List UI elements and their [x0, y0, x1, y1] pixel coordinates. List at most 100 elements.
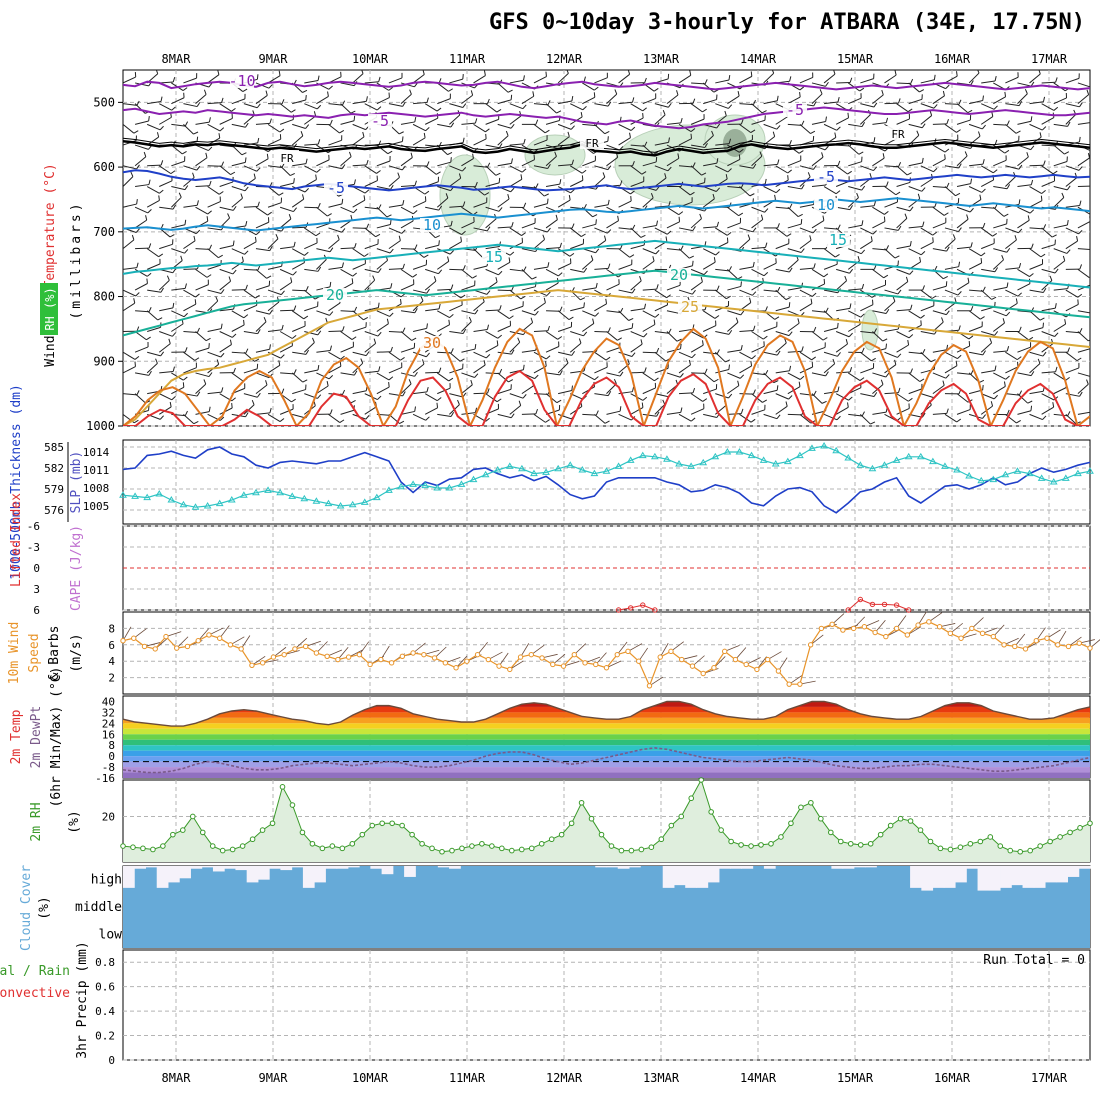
wind-barb-flag	[692, 387, 696, 394]
wind-barb-flag	[547, 262, 550, 268]
wind-barb	[1065, 413, 1077, 425]
wind-barb	[267, 329, 283, 332]
wind-barb	[980, 116, 994, 125]
wind-barb-flag	[716, 285, 720, 291]
wind-barb	[291, 310, 304, 320]
wind-barb	[485, 182, 500, 187]
wind-barb	[521, 349, 536, 353]
wind-speed-point	[345, 654, 352, 660]
wind-barb-flag	[845, 339, 848, 345]
wind-barb	[123, 267, 137, 270]
wind-barb	[364, 206, 379, 210]
wind-barb-flag	[933, 104, 938, 109]
wind-barb	[400, 121, 415, 125]
wind-barb-flag	[832, 358, 836, 364]
wind-barb	[388, 176, 400, 187]
temp-band	[123, 723, 1090, 729]
wind-speed-point	[367, 661, 373, 668]
rh-point	[887, 822, 894, 829]
slp-marker	[602, 467, 611, 474]
wind-speed-point	[872, 629, 878, 636]
wind-barb-flag	[134, 355, 140, 360]
wind-barb	[872, 248, 887, 251]
wind-barb-flag	[958, 227, 962, 232]
rh-point	[548, 836, 555, 843]
wind-barb	[848, 288, 863, 291]
wind-barb	[533, 186, 545, 197]
wind-barb	[473, 329, 488, 332]
wind-barb	[243, 205, 258, 208]
wind-barb-flag	[966, 214, 969, 220]
wind-barb	[751, 155, 763, 167]
wind-barb	[545, 331, 558, 340]
wind-barb-flag	[607, 165, 612, 170]
wind-barb	[1089, 186, 1090, 188]
cloud-high-gap	[235, 866, 248, 871]
wind-barb	[896, 103, 909, 113]
wind-barb-flag	[327, 91, 329, 97]
wind-barb	[606, 383, 617, 394]
wind-barb-flag	[627, 359, 630, 365]
wind-barb	[775, 370, 790, 374]
wind-barb-flag	[776, 125, 781, 130]
wind-barb-flag	[305, 286, 309, 292]
wind-barb-flag	[664, 173, 667, 179]
wind-barb-flag	[777, 286, 781, 292]
wind-barb	[304, 369, 319, 374]
wind-barb-flag	[377, 302, 380, 308]
wind-barb-flag	[656, 284, 659, 290]
wind-barb	[279, 119, 294, 125]
wind-barb-flag	[341, 228, 346, 233]
wind-barb	[159, 243, 173, 250]
wind-barb	[485, 218, 497, 229]
wind-barb-flag	[305, 95, 307, 101]
wind-barb-flag	[1079, 200, 1082, 206]
wind-barb-flag	[340, 355, 345, 360]
wind-barb	[642, 197, 654, 208]
wind-barb	[449, 393, 464, 398]
wind-barb	[195, 347, 210, 353]
wind-barb-flag	[933, 74, 936, 80]
temp-band	[123, 728, 1090, 735]
wind-barb	[134, 219, 147, 229]
wind-barb-flag	[1018, 262, 1022, 269]
wind-barb	[267, 238, 279, 250]
slp-marker	[832, 446, 841, 454]
wind-barb-flag	[799, 92, 801, 98]
precip-axis-label: 3hr Precip (mm)	[75, 941, 90, 1058]
wind-barb-flag	[704, 79, 708, 85]
wind-barb-flag	[885, 372, 890, 378]
wind-barb	[485, 309, 500, 312]
wind-barb	[727, 158, 741, 167]
wind-barb-flag	[377, 331, 382, 337]
wind-barb-flag	[941, 317, 944, 323]
wind-barb	[545, 183, 560, 188]
wind-barb-flag	[171, 106, 176, 111]
wind-barb	[702, 135, 714, 146]
wind-barb-flag	[448, 88, 453, 92]
wind-barb	[509, 268, 524, 272]
wind-barb	[279, 408, 294, 415]
wind-barb-flag	[206, 216, 209, 222]
wind-barb-flag	[521, 232, 526, 236]
wind-barb-flag	[388, 376, 394, 381]
wind-barb	[497, 123, 512, 129]
wind-barb	[461, 384, 473, 395]
wind-barb-flag	[764, 208, 769, 213]
slp-marker	[1061, 474, 1070, 481]
wind-barb	[630, 407, 644, 415]
y-axis-title-line1: Wind (m/s)Temperature (°C)	[43, 163, 58, 367]
wind-barb	[1029, 123, 1043, 131]
wind-barb-flag	[462, 265, 466, 271]
wind-barb	[1077, 94, 1089, 105]
wind-barb-flag	[268, 84, 273, 89]
cloud-high-gap	[257, 866, 270, 880]
wind-barb	[437, 161, 451, 167]
wind-barb	[146, 263, 161, 270]
wind-barb	[195, 383, 207, 395]
wind-barb	[1005, 289, 1019, 297]
rh-point	[977, 838, 984, 845]
wind-barb-flag	[280, 354, 285, 359]
wind-barb-flag	[970, 369, 974, 375]
wind-barb	[1041, 227, 1053, 238]
